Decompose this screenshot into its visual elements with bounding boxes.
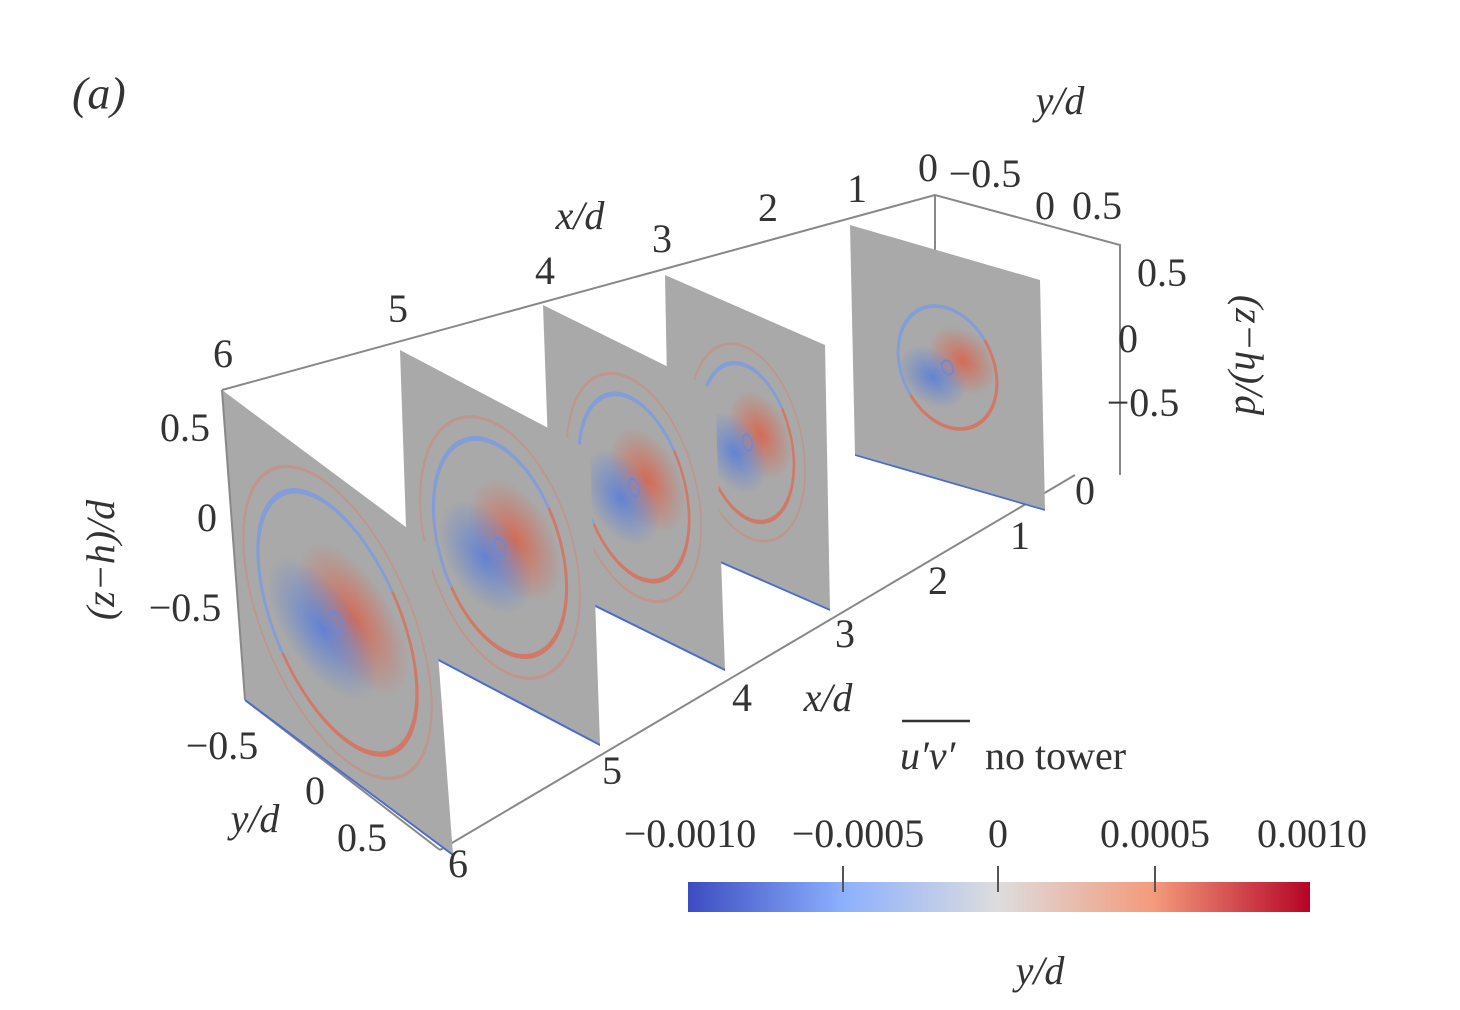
ring-red: [711, 407, 796, 525]
tick-label: 0: [197, 495, 217, 540]
tick-label: 3: [835, 611, 855, 656]
lobe-blue: [582, 448, 660, 547]
tick-label: 6: [213, 331, 233, 376]
tick-label: −0.5: [1107, 380, 1180, 425]
colorbar-tick-label: 0: [988, 811, 1008, 856]
axis-label: x/d: [803, 675, 854, 720]
slice: [222, 390, 454, 857]
tick-label: −0.5: [949, 151, 1022, 196]
tick-label: 0.5: [1137, 250, 1187, 295]
slice-edge: [854, 454, 1046, 511]
colorbar-tick-label: 0.0005: [1100, 811, 1210, 856]
tick-label: −0.5: [149, 585, 222, 630]
hub: [330, 610, 345, 635]
tick-label: 4: [732, 675, 752, 720]
hub: [493, 536, 507, 559]
tick-label: 3: [652, 216, 672, 261]
hub: [742, 433, 753, 452]
footer-label: y/d: [1012, 948, 1066, 993]
lobe-blue: [438, 500, 532, 615]
tick-label: 2: [758, 185, 778, 230]
tick-label: 2: [928, 558, 948, 603]
tick-label: 0: [305, 768, 325, 813]
axis-label: x/d: [555, 193, 606, 238]
ring-outer: [242, 464, 433, 781]
colorbar-caption: no tower: [985, 733, 1126, 778]
axis-label: (z−h)/d: [78, 499, 123, 620]
axis-label: y/d: [1032, 78, 1086, 123]
lobe-blue: [266, 556, 378, 701]
ring-blue: [256, 488, 394, 654]
tick-label: 5: [602, 748, 622, 793]
colorbar-tick-label: 0.0010: [1257, 811, 1367, 856]
tick-label: −0.5: [186, 723, 259, 768]
slice-edge: [409, 643, 601, 747]
axis-label: (z−h)/d: [1227, 295, 1272, 416]
tick-label: 5: [388, 286, 408, 331]
tick-label: 4: [535, 248, 555, 293]
tick-label: 6: [448, 841, 468, 886]
box-frame: [221, 389, 246, 701]
ring-red: [281, 591, 419, 757]
panel-label: (a): [72, 68, 126, 119]
colorbar-tick-label: −0.0010: [624, 811, 757, 856]
ring-blue: [896, 304, 986, 396]
slice: [400, 350, 601, 747]
ring-red: [592, 449, 691, 584]
tick-label: 1: [1010, 513, 1030, 558]
ring-blue: [431, 436, 550, 588]
lobe-blue: [702, 411, 768, 494]
tick-label: 0: [1118, 316, 1138, 361]
tick-label: 0.5: [160, 405, 210, 450]
slices: [222, 225, 1046, 857]
axis-label: y/d: [227, 796, 281, 841]
slice-edge: [244, 698, 454, 857]
tick-label: 0: [918, 145, 938, 190]
tick-label: 0: [1075, 468, 1095, 513]
tick-label: 1: [847, 166, 867, 211]
colorbar-variable: u′v′: [900, 733, 957, 778]
hub: [628, 477, 640, 498]
ring-outer: [419, 415, 581, 680]
ring-red: [909, 339, 999, 431]
tick-label: 0: [1035, 183, 1055, 228]
ring-red: [450, 507, 569, 659]
slice: [850, 225, 1046, 511]
tick-label: 0.5: [1072, 183, 1122, 228]
hub: [941, 359, 954, 376]
colorbar-tick-label: −0.0005: [792, 811, 925, 856]
tick-label: 0.5: [337, 815, 387, 860]
